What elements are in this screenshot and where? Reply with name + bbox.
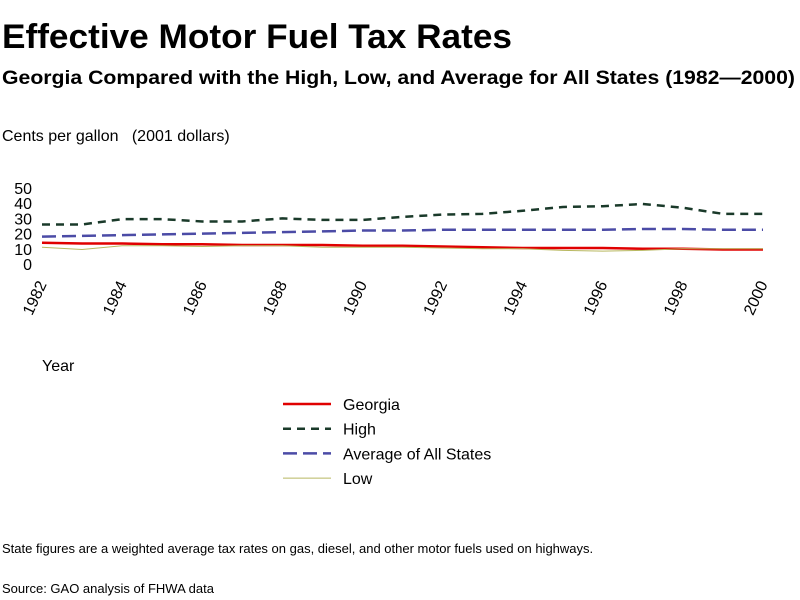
x-tick-label: 1982 — [20, 278, 50, 318]
x-axis-label: Year — [42, 358, 75, 375]
note: State figures are a weighted average tax… — [2, 541, 593, 556]
chart-subtitle: Georgia Compared with the High, Low, and… — [2, 68, 795, 89]
y-tick-label: 30 — [14, 211, 32, 228]
x-tick-label: 1998 — [661, 278, 691, 318]
y-tick-label: 40 — [14, 196, 32, 213]
x-tick-label: 1996 — [581, 278, 611, 318]
y-tick-label: 20 — [14, 227, 32, 244]
x-tick-label: 1994 — [501, 278, 531, 318]
series-line — [41, 227, 763, 238]
legend-label: Average of All States — [343, 446, 491, 463]
chart-title: Effective Motor Fuel Tax Rates — [2, 18, 512, 56]
legend-label: Low — [343, 471, 373, 488]
series-line — [41, 245, 763, 252]
y-tick-label: 50 — [14, 181, 32, 198]
x-tick-label: 2000 — [741, 278, 771, 318]
x-tick-label: 1988 — [261, 278, 291, 318]
x-tick-label: 1992 — [421, 278, 451, 318]
legend-label: Georgia — [343, 397, 400, 414]
source: Source: GAO analysis of FHWA data — [2, 581, 215, 596]
y-tick-label: 0 — [23, 257, 32, 274]
series-line — [41, 241, 763, 251]
legend-label: High — [343, 422, 376, 439]
series-line — [42, 202, 763, 226]
x-tick-label: 1984 — [100, 278, 130, 318]
y-axis-label: Cents per gallon (2001 dollars) — [2, 128, 230, 145]
x-tick-label: 1986 — [180, 278, 210, 318]
y-tick-label: 10 — [14, 242, 32, 259]
x-tick-label: 1990 — [341, 278, 371, 318]
